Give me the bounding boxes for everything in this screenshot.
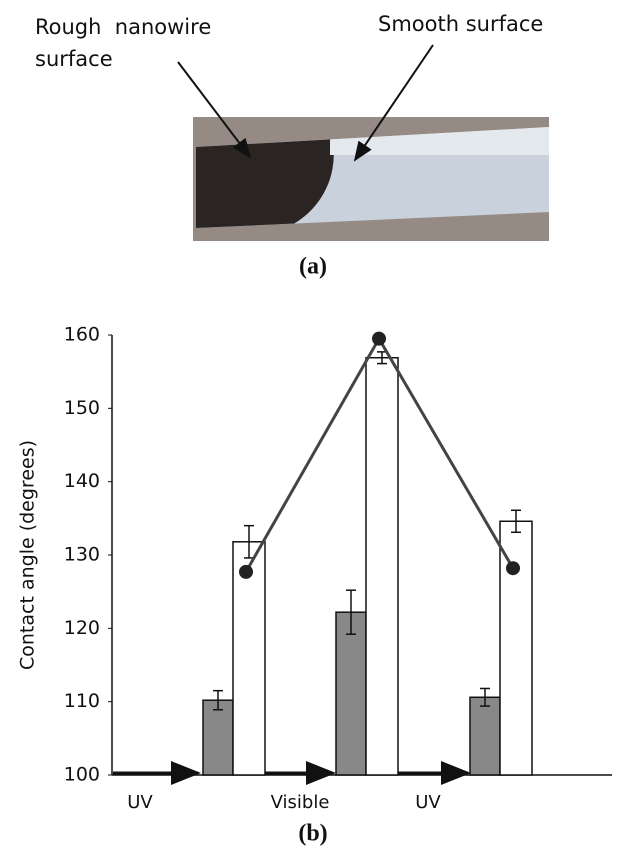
figure: Rough nanowire surface Smooth surface (a… [0,0,626,850]
y-tick-label: 100 [64,764,100,786]
caption: (b) [298,821,327,847]
label: surface [35,47,113,71]
caption: (a) [299,254,327,280]
bar [470,697,500,775]
annotation: UV [127,792,153,813]
label: Rough nanowire [35,15,211,39]
annotation: UV [415,792,441,813]
y-axis-label: Contact angle (degrees) [17,440,39,670]
bar [336,612,366,775]
bar [366,358,398,775]
y-tick-label: 140 [64,470,100,492]
y-tick-label: 130 [64,544,100,566]
marker [506,561,520,575]
bar [203,700,233,775]
page: {"panel_a": {"labels": ["Rough nanowire"… [0,0,626,850]
bar [500,521,532,775]
y-tick-label: 120 [64,617,100,639]
marker [372,332,386,346]
marker [239,565,253,579]
y-tick-label: 160 [64,324,100,346]
y-tick-label: 110 [64,690,100,712]
y-tick-label: 150 [64,397,100,419]
annotation: Visible [271,792,330,813]
label: Smooth surface [378,12,543,36]
